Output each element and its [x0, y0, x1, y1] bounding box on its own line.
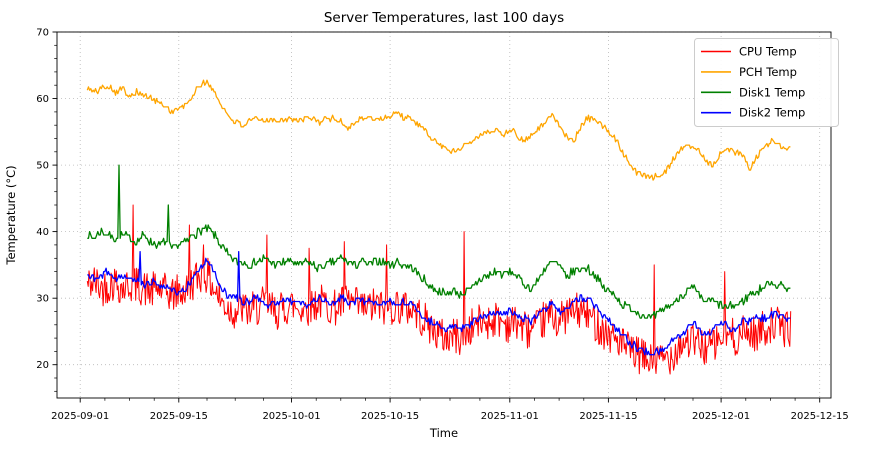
y-tick-label: 30	[36, 294, 49, 305]
axes: 2025-09-01 2025-09-15 2025-10-01 2025-10-15…	[36, 28, 848, 423]
series-lines	[86, 79, 792, 375]
legend-label: Disk2 Temp	[739, 106, 805, 120]
legend-label: Disk1 Temp	[739, 85, 805, 99]
x-tick-label: 2025-11-01	[481, 411, 539, 422]
y-tick-label: 60	[36, 94, 49, 105]
y-tick-label: 70	[36, 28, 49, 39]
legend-box	[694, 38, 839, 127]
x-tick-label: 2025-11-15	[579, 411, 637, 422]
series-line-cpu-temp	[86, 204, 792, 375]
chart-title: Server Temperatures, last 100 days	[324, 10, 564, 26]
x-axis-label: Time	[429, 426, 458, 440]
x-tick-label: 2025-10-01	[262, 411, 320, 422]
legend-label: PCH Temp	[739, 65, 797, 79]
y-tick-label: 50	[36, 161, 49, 172]
x-tick-label: 2025-09-01	[51, 411, 109, 422]
y-axis-label: Temperature (°C)	[4, 165, 18, 265]
series-line-disk2-temp	[87, 250, 791, 356]
plot-border	[56, 31, 832, 399]
series-line-disk1-temp	[87, 164, 791, 319]
x-tick-label: 2025-12-01	[692, 411, 750, 422]
x-tick-label: 2025-09-15	[150, 411, 208, 422]
series-line-pch-temp	[86, 79, 791, 181]
y-tick-label: 40	[36, 227, 49, 238]
x-tick-label: 2025-10-15	[361, 411, 419, 422]
y-tick-label: 20	[36, 360, 49, 371]
legend-label: CPU Temp	[739, 45, 797, 59]
legend: CPU Temp PCH Temp Disk1 Temp Disk2 Temp	[694, 38, 839, 127]
x-tick-label: 2025-12-15	[791, 411, 849, 422]
